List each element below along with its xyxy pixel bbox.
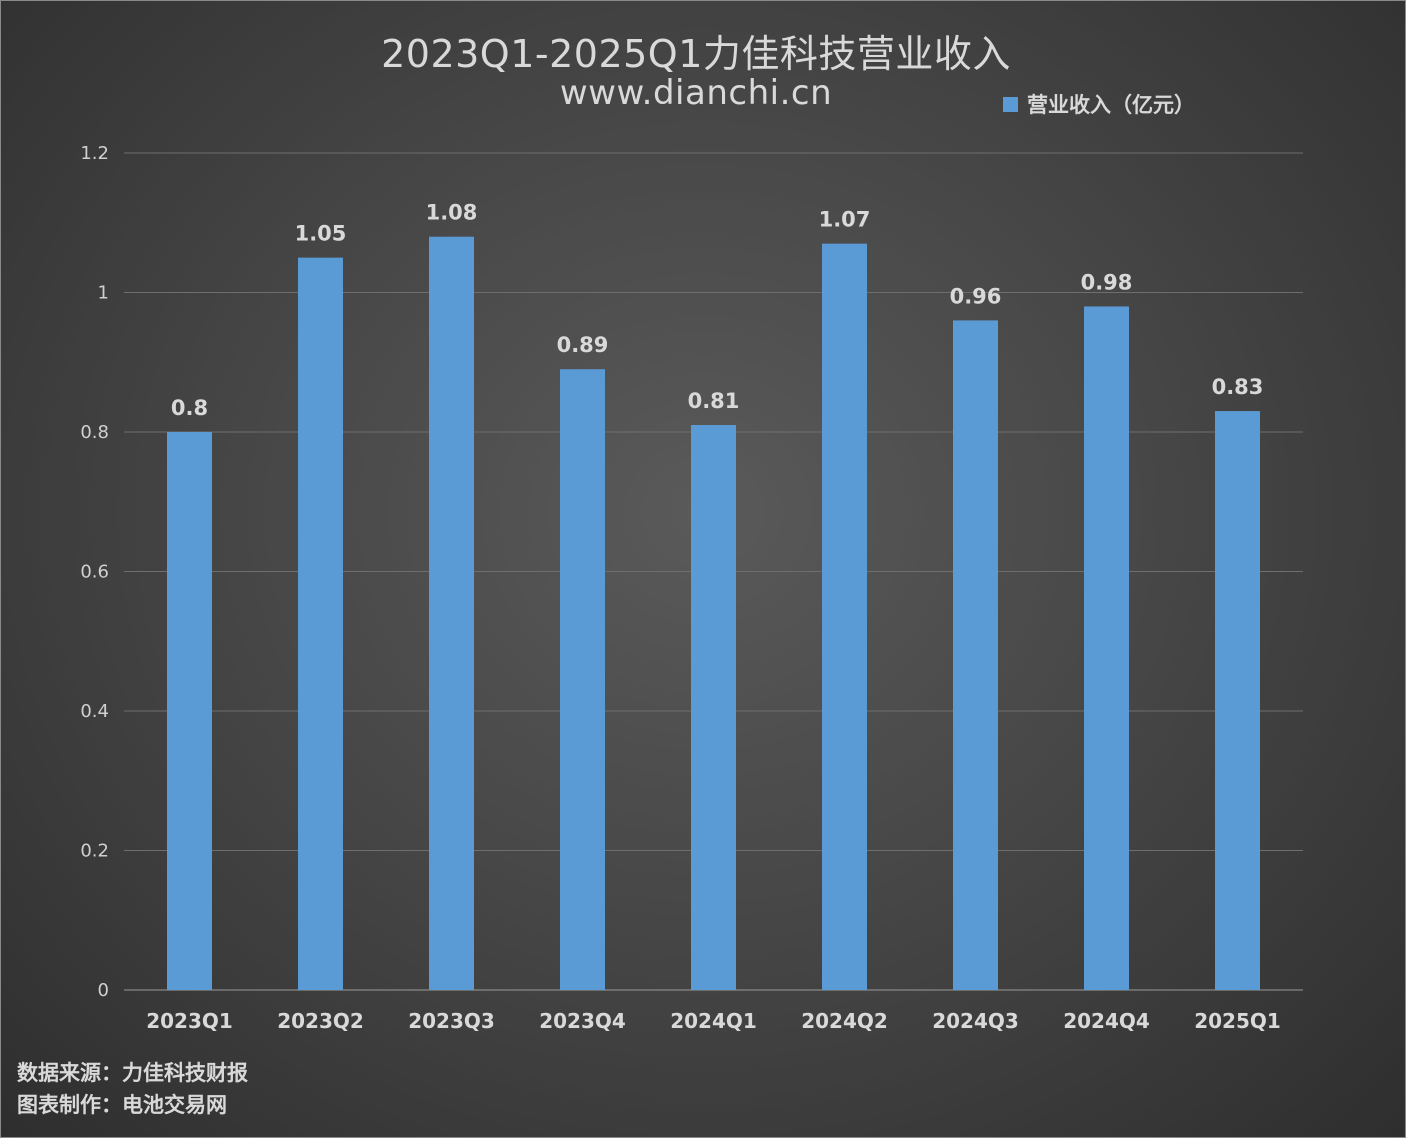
y-tick-label: 0: [98, 980, 109, 1001]
data-label: 1.07: [819, 208, 871, 232]
y-tick-label: 0.6: [80, 562, 109, 583]
data-label: 0.98: [1081, 270, 1133, 294]
bar: [691, 425, 736, 990]
bar: [429, 236, 474, 990]
x-tick-label: 2024Q4: [1063, 1009, 1150, 1033]
y-axis-ticks: 0 0.2 0.4 0.6 0.8 1 1.2: [80, 143, 109, 1001]
bar: [1215, 411, 1260, 990]
x-axis-ticks: 2023Q1 2023Q2 2023Q3 2023Q4 2024Q1 2024Q2 2024…: [146, 1009, 1281, 1033]
bar: [953, 320, 998, 990]
y-tick-label: 0.2: [80, 841, 109, 862]
data-labels: 0.8 1.05 1.08 0.89 0.81 1.07 0.96 0.98 0.83: [171, 201, 1264, 420]
x-tick-label: 2023Q2: [277, 1009, 364, 1033]
chart-subtitle: www.dianchi.cn: [559, 73, 833, 113]
data-label: 1.08: [426, 201, 478, 225]
bars: [167, 236, 1260, 991]
x-tick-label: 2024Q1: [670, 1009, 757, 1033]
x-tick-label: 2024Q3: [932, 1009, 1019, 1033]
data-label: 0.8: [171, 396, 208, 420]
x-tick-label: 2023Q1: [146, 1009, 233, 1033]
data-label: 1.05: [295, 222, 347, 246]
bar: [822, 243, 867, 991]
source-note: 数据来源：力佳科技财报: [17, 1061, 248, 1085]
y-tick-label: 1.2: [80, 143, 109, 164]
x-tick-label: 2023Q3: [408, 1009, 495, 1033]
x-tick-label: 2023Q4: [539, 1009, 626, 1033]
data-label: 0.96: [950, 284, 1002, 308]
bar: [298, 257, 343, 990]
y-tick-label: 0.4: [80, 701, 109, 722]
legend-swatch: [1003, 96, 1018, 112]
legend-label: 营业收入（亿元）: [1027, 93, 1195, 117]
chart-title: 2023Q1-2025Q1力佳科技营业收入: [381, 32, 1011, 76]
bar: [167, 432, 212, 990]
data-label: 0.81: [688, 389, 740, 413]
y-tick-label: 0.8: [80, 422, 109, 443]
bar: [1084, 306, 1129, 990]
legend: 营业收入（亿元）: [1003, 89, 1195, 119]
data-label: 0.89: [557, 333, 609, 357]
maker-note: 图表制作：电池交易网: [17, 1093, 227, 1117]
y-tick-label: 1: [98, 283, 109, 304]
bar: [560, 369, 605, 991]
data-label: 0.83: [1212, 375, 1264, 399]
x-tick-label: 2024Q2: [801, 1009, 888, 1033]
x-tick-label: 2025Q1: [1194, 1009, 1281, 1033]
